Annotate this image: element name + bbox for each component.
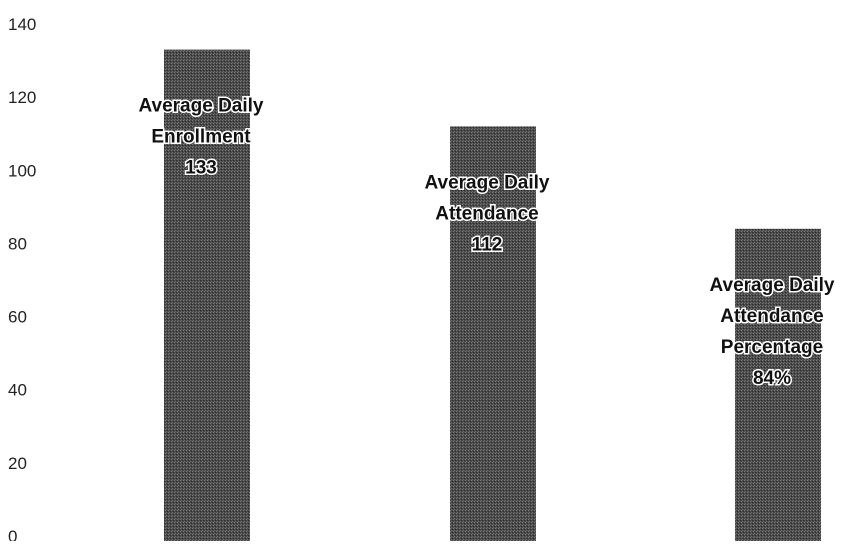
y-tick-label: 140 [8,15,36,34]
bar-data-labels: Average Daily Enrollment 133 Average Daily A… [137,94,836,390]
y-tick-label: 100 [8,161,36,180]
bar-data-label: Attendance [435,203,538,224]
y-tick-label: 20 [8,454,27,473]
bar-data-label: Average Daily [425,172,550,193]
y-tick-label: 40 [8,381,27,400]
y-tick-label: 60 [8,308,27,327]
bar [164,49,250,541]
bar-data-label: Average Daily [139,96,264,117]
bar [735,228,821,542]
y-tick-label: 0 [8,527,17,541]
y-tick-label: 80 [8,234,27,253]
bar-data-label: Percentage [721,337,823,358]
bar-data-label: Average Daily [710,275,835,296]
y-axis: 0 20 40 60 80 100 120 140 [8,15,36,546]
bar-data-label: 84% [753,368,791,389]
bar-data-label: Attendance [720,306,823,327]
bar-data-label: 112 [472,234,503,255]
bars [164,49,821,542]
bar-data-label: Enrollment [151,127,251,148]
y-tick-label: 120 [8,88,36,107]
bar [450,126,536,542]
bar-data-label: 133 [185,158,217,179]
